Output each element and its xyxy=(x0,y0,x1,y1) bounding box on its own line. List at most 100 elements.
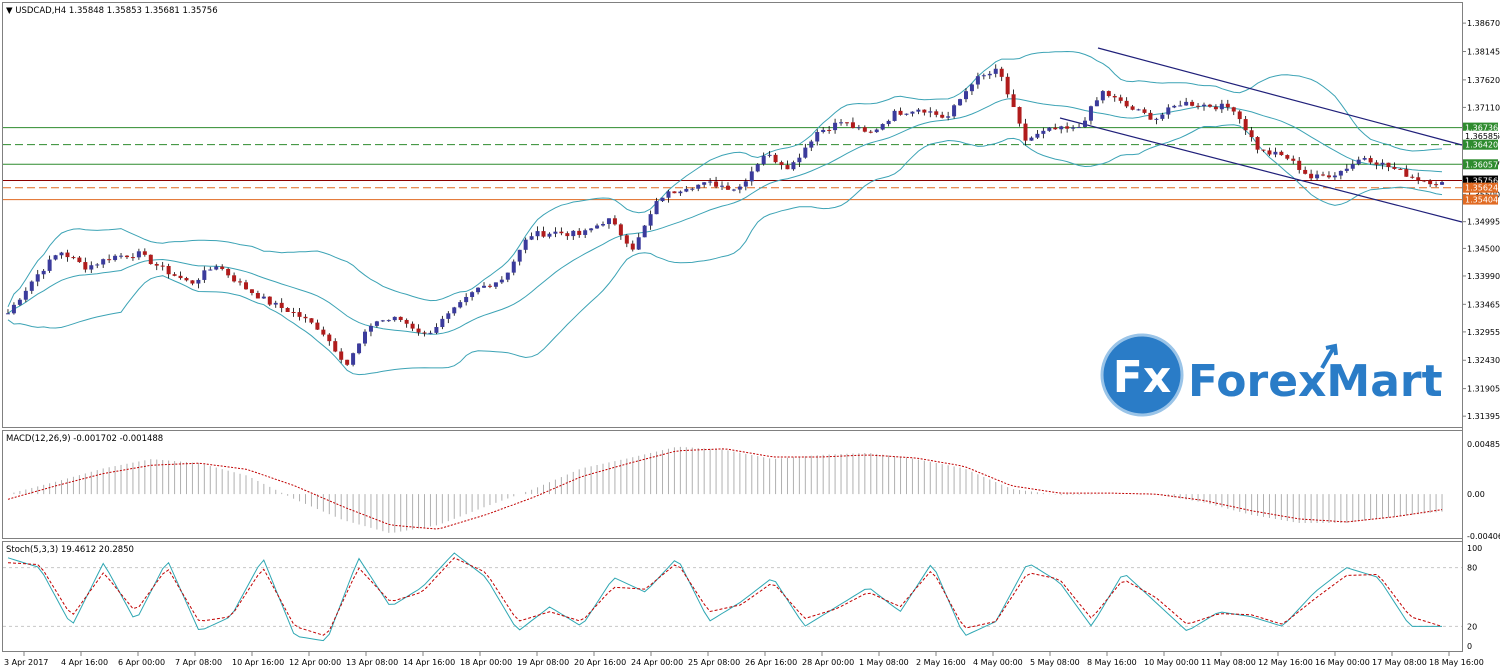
candle-body xyxy=(65,252,70,258)
candle-body xyxy=(59,252,64,256)
stoch-d-line xyxy=(7,557,1443,636)
candle-body xyxy=(1041,130,1046,134)
candle-body xyxy=(107,259,112,261)
candle-body xyxy=(999,68,1004,77)
candle-body xyxy=(487,285,492,287)
candle-body xyxy=(969,84,974,92)
candle-body xyxy=(1350,164,1355,169)
x-tick-label: 10 Apr 16:00 xyxy=(232,658,284,667)
candle-body xyxy=(589,228,594,231)
candle-body xyxy=(731,189,736,191)
candle-body xyxy=(77,257,82,263)
candle-body xyxy=(886,120,891,125)
candle-body xyxy=(428,332,433,334)
candle-body xyxy=(1196,105,1201,107)
candle-body xyxy=(404,319,409,324)
candle-body xyxy=(803,147,808,158)
candle-body xyxy=(1285,155,1290,159)
candle-body xyxy=(23,290,28,300)
candle-body xyxy=(142,251,147,255)
stoch-k-line xyxy=(7,552,1442,642)
candle-body xyxy=(583,230,588,235)
candle-body xyxy=(380,320,385,322)
candle-body xyxy=(839,122,844,124)
candle-body xyxy=(1440,182,1445,185)
candle-body xyxy=(1112,96,1117,98)
candle-body xyxy=(434,327,439,333)
candle-body xyxy=(1172,105,1177,108)
level-label-bg xyxy=(1463,175,1498,186)
candle-body xyxy=(1035,133,1040,138)
candle-body xyxy=(1202,104,1207,107)
level-label: 1.36585 xyxy=(1465,132,1498,141)
y-tick-label: 1.33990 xyxy=(1467,272,1500,281)
candle-body xyxy=(1017,107,1022,124)
candle-body xyxy=(1154,118,1159,120)
candle-body xyxy=(904,113,909,115)
candle-body xyxy=(827,129,832,131)
candle-body xyxy=(35,274,40,282)
candle-body xyxy=(547,233,552,237)
logo-arrow-icon xyxy=(1320,343,1338,369)
candle-body xyxy=(606,218,611,225)
candle-body xyxy=(987,73,992,76)
candle-body xyxy=(1380,162,1385,165)
candle-body xyxy=(1243,119,1248,131)
y-tick-label: 1.31905 xyxy=(1467,385,1500,394)
candle-body xyxy=(1219,103,1224,110)
candle-body xyxy=(946,116,951,118)
candle-body xyxy=(333,341,338,352)
y-tick-label: 1.32955 xyxy=(1467,328,1500,337)
candle-body xyxy=(83,262,88,270)
y-tick-label: 1.37110 xyxy=(1467,103,1500,112)
candle-body xyxy=(618,224,623,236)
candle-body xyxy=(291,311,296,313)
channel-lower-line xyxy=(1059,117,1463,223)
candle-body xyxy=(1077,126,1082,128)
candle-body xyxy=(737,186,742,190)
candle-body xyxy=(1124,100,1129,107)
candle-body xyxy=(386,320,391,322)
candle-body xyxy=(303,316,308,319)
candle-body xyxy=(214,266,219,270)
candle-body xyxy=(53,255,58,260)
x-tick-label: 18 Apr 00:00 xyxy=(460,658,512,667)
main-chart-title: ▼ USDCAD,H4 1.35848 1.35853 1.35681 1.35… xyxy=(6,6,218,16)
level-label-bg xyxy=(1463,139,1498,150)
candle-body xyxy=(1368,158,1373,163)
candle-body xyxy=(981,75,986,77)
candle-body xyxy=(1071,127,1076,129)
x-tick-label: 5 May 08:00 xyxy=(1030,658,1080,667)
candle-body xyxy=(1213,106,1218,110)
candle-body xyxy=(963,91,968,100)
candle-body xyxy=(1249,130,1254,138)
candle-body xyxy=(95,264,100,266)
candle-body xyxy=(601,224,606,226)
candle-body xyxy=(511,261,516,273)
candle-body xyxy=(392,316,397,321)
candle-body xyxy=(505,272,510,280)
candle-body xyxy=(1166,107,1171,115)
x-tick-label: 13 Apr 08:00 xyxy=(346,658,398,667)
candle-body xyxy=(1088,106,1093,121)
candle-body xyxy=(374,321,379,326)
candle-body xyxy=(1398,168,1403,170)
stoch-panel: 100 80 20 0 xyxy=(3,544,1482,651)
candle-body xyxy=(916,109,921,112)
x-tick-label: 16 May 00:00 xyxy=(1315,658,1370,667)
panel-frames xyxy=(2,2,1463,652)
candle-body xyxy=(89,265,94,270)
candle-body xyxy=(523,239,528,250)
candle-body xyxy=(1237,111,1242,120)
candle-body xyxy=(1356,159,1361,165)
candle-body xyxy=(1178,105,1183,107)
candle-body xyxy=(172,274,177,276)
level-label-bg xyxy=(1463,182,1498,193)
candle-body xyxy=(1392,167,1397,169)
x-tick-label: 28 Apr 00:00 xyxy=(802,658,854,667)
candle-body xyxy=(559,231,564,234)
candle-body xyxy=(351,353,356,365)
candle-body xyxy=(285,308,290,312)
candle-body xyxy=(856,127,861,129)
